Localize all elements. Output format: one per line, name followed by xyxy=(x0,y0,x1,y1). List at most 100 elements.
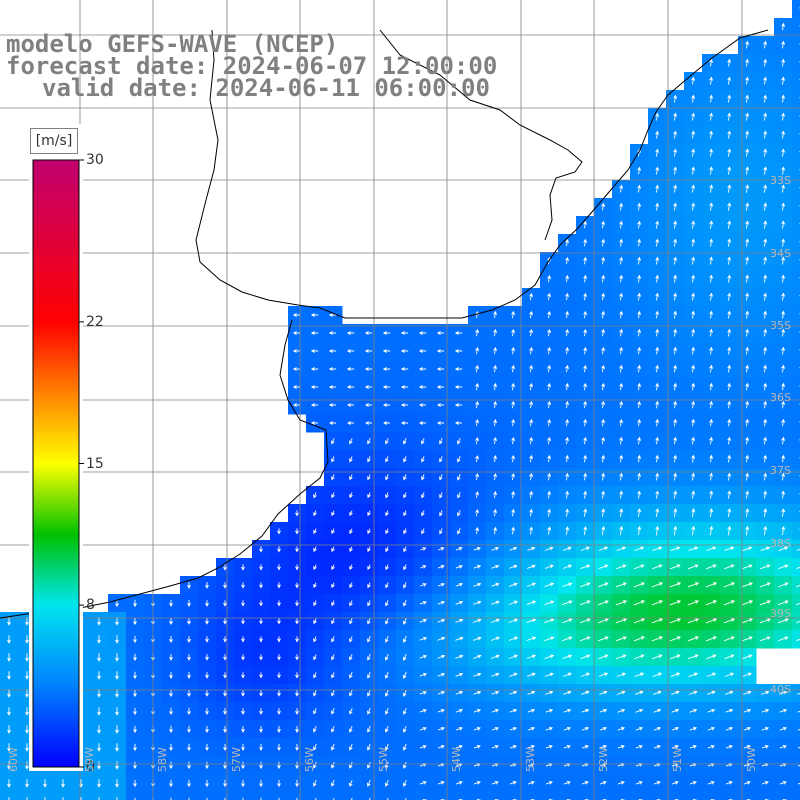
wind-arrow xyxy=(547,454,552,463)
wind-arrow xyxy=(348,743,353,751)
wind-arrow xyxy=(763,76,768,85)
wind-arrow xyxy=(619,508,624,517)
wind-arrow xyxy=(673,436,678,445)
wind-arrow xyxy=(259,690,263,697)
wind-arrow xyxy=(673,94,678,103)
wind-arrow xyxy=(223,779,227,788)
wind-arrow xyxy=(508,636,519,641)
wind-arrow xyxy=(490,618,500,623)
wind-arrow xyxy=(691,382,696,391)
wind-arrow xyxy=(781,202,786,211)
wind-arrow xyxy=(797,782,800,785)
wind-arrow xyxy=(511,328,516,337)
wind-arrow xyxy=(473,546,481,551)
wind-arrow xyxy=(688,546,699,552)
wind-arrow xyxy=(331,726,335,733)
wind-arrow xyxy=(313,492,317,499)
wind-arrow xyxy=(402,689,407,697)
wind-arrow xyxy=(115,635,119,644)
colorbar-tick-label: 30 xyxy=(86,152,104,168)
wind-arrow xyxy=(367,618,371,625)
wind-arrow xyxy=(44,797,46,800)
wind-arrow xyxy=(491,726,499,731)
wind-arrow xyxy=(493,382,498,391)
wind-arrow xyxy=(511,454,516,463)
wind-arrow xyxy=(418,403,427,407)
wind-arrow xyxy=(295,743,299,752)
wind-arrow xyxy=(547,508,552,517)
speed-cell xyxy=(792,720,800,739)
wind-arrow xyxy=(382,331,391,335)
wind-arrow xyxy=(169,779,173,788)
wind-arrow xyxy=(313,510,317,517)
wind-arrow xyxy=(313,546,317,553)
wind-arrow xyxy=(260,797,262,800)
wind-arrow xyxy=(490,654,500,659)
wind-arrow xyxy=(400,331,409,335)
wind-arrow xyxy=(669,600,682,606)
wind-arrow xyxy=(673,364,678,373)
wind-arrow xyxy=(421,474,425,481)
wind-arrow xyxy=(724,564,735,570)
wind-arrow xyxy=(454,403,463,407)
wind-arrow xyxy=(689,708,698,713)
wind-arrow xyxy=(508,654,518,659)
wind-arrow xyxy=(205,708,209,715)
longitude-label: 53W xyxy=(524,747,537,772)
wind-arrow xyxy=(205,672,209,679)
wind-arrow xyxy=(687,636,700,642)
wind-arrow xyxy=(705,618,718,624)
wind-arrow xyxy=(615,600,628,606)
wind-arrow xyxy=(563,726,572,731)
wind-arrow xyxy=(133,743,137,752)
wind-arrow xyxy=(615,582,627,588)
wind-arrow xyxy=(565,364,570,373)
wind-arrow xyxy=(671,780,679,785)
wind-arrow xyxy=(579,600,591,606)
wind-arrow xyxy=(331,672,335,679)
wind-arrow xyxy=(763,382,768,391)
wind-arrow xyxy=(727,166,732,175)
wind-arrow xyxy=(796,566,800,570)
speed-cell xyxy=(792,342,800,361)
wind-arrow xyxy=(655,238,660,247)
wind-arrow xyxy=(529,310,534,319)
wind-arrow xyxy=(727,472,732,481)
wind-arrow xyxy=(313,564,317,571)
wind-arrow xyxy=(781,130,786,139)
wind-arrow xyxy=(241,582,245,589)
wind-arrow xyxy=(529,292,534,301)
wind-arrow xyxy=(259,672,263,679)
wind-arrow xyxy=(601,418,606,427)
wind-arrow xyxy=(673,238,678,247)
wind-arrow xyxy=(781,328,786,337)
wind-arrow xyxy=(655,202,660,211)
wind-arrow xyxy=(295,582,299,589)
wind-arrow xyxy=(691,274,696,283)
wind-arrow xyxy=(778,564,789,570)
wind-arrow xyxy=(259,546,263,553)
wind-arrow xyxy=(529,346,534,355)
wind-arrow xyxy=(655,400,660,409)
wind-arrow xyxy=(310,403,319,407)
wind-arrow xyxy=(403,528,407,535)
speed-cell xyxy=(666,792,685,800)
wind-arrow xyxy=(455,582,464,587)
wind-arrow xyxy=(583,382,588,391)
wind-arrow xyxy=(457,510,461,517)
wind-arrow xyxy=(349,510,353,517)
wind-arrow xyxy=(418,421,427,425)
wind-arrow xyxy=(617,726,626,731)
wind-arrow xyxy=(745,525,750,536)
wind-arrow xyxy=(601,328,606,337)
wind-arrow xyxy=(277,743,281,752)
wind-arrow xyxy=(349,564,353,571)
wind-arrow xyxy=(133,635,137,644)
wind-arrow xyxy=(169,671,173,680)
wind-arrow xyxy=(241,779,245,788)
wind-arrow xyxy=(366,761,371,769)
wind-arrow xyxy=(579,618,591,624)
wind-arrow xyxy=(745,166,750,175)
wind-arrow xyxy=(419,726,427,731)
speed-cell xyxy=(378,792,397,800)
